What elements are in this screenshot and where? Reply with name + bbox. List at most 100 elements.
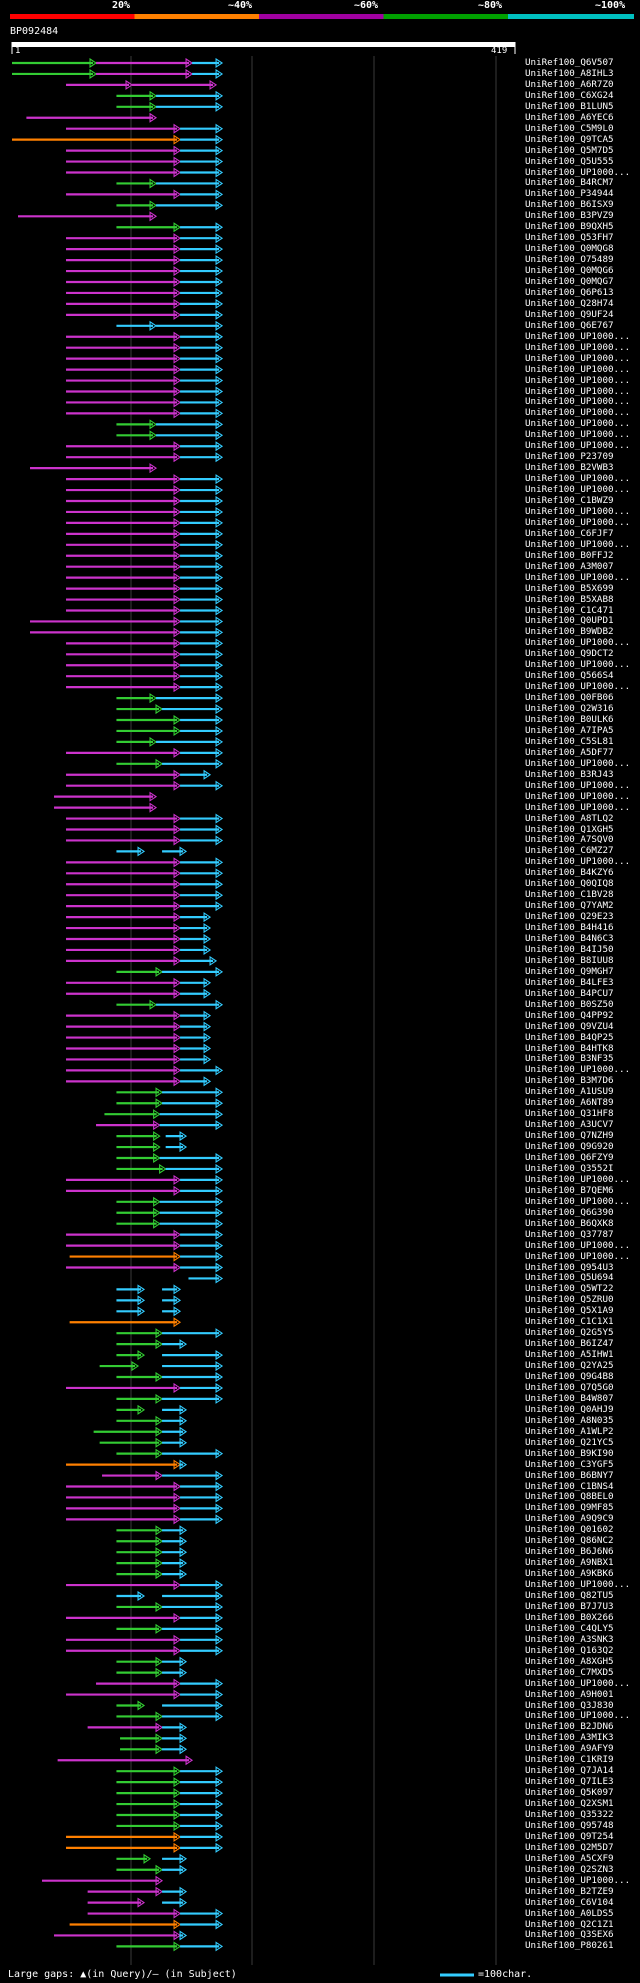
hit-label[interactable]: UniRef100_Q6G390: [525, 1206, 614, 1218]
hit-label[interactable]: UniRef100_UP1000...: [525, 363, 631, 375]
hit-label[interactable]: UniRef100_Q5M7D5: [525, 144, 614, 156]
hit-label[interactable]: UniRef100_C5M9L0: [525, 122, 614, 134]
hit-label[interactable]: UniRef100_B9WDB2: [525, 626, 614, 638]
hit-label[interactable]: UniRef100_C1BNS4: [525, 1480, 614, 1492]
hit-label[interactable]: UniRef100_Q86NC2: [525, 1535, 614, 1547]
hit-label[interactable]: UniRef100_A6R7Z0: [525, 78, 614, 90]
hit-label[interactable]: UniRef100_UP1000...: [525, 166, 631, 178]
hit-label[interactable]: UniRef100_B2TZE9: [525, 1885, 614, 1897]
hit-label[interactable]: UniRef100_Q2M5D7: [525, 1841, 614, 1853]
hit-label[interactable]: UniRef100_P34944: [525, 188, 614, 200]
hit-label[interactable]: UniRef100_A8N035: [525, 1414, 614, 1426]
hit-label[interactable]: UniRef100_C7MXD5: [525, 1666, 614, 1678]
hit-label[interactable]: UniRef100_Q9G920: [525, 1141, 614, 1153]
hit-label[interactable]: UniRef100_A8TLQ2: [525, 812, 614, 824]
hit-label[interactable]: UniRef100_B4N6C3: [525, 933, 614, 944]
hit-label[interactable]: UniRef100_B0ULK6: [525, 714, 614, 725]
hit-label[interactable]: UniRef100_C6MZ27: [525, 845, 614, 857]
hit-label[interactable]: UniRef100_Q7JA14: [525, 1765, 614, 1777]
hit-label[interactable]: UniRef100_UP1000...: [525, 681, 631, 693]
hit-label[interactable]: UniRef100_C1BV28: [525, 889, 614, 901]
hit-label[interactable]: UniRef100_A9AFY9: [525, 1743, 614, 1755]
hit-label[interactable]: UniRef100_Q7NZH9: [525, 1130, 614, 1142]
hit-label[interactable]: UniRef100_Q9G4B8: [525, 1371, 614, 1382]
hit-label[interactable]: UniRef100_Q4PP92: [525, 1009, 614, 1021]
hit-label[interactable]: UniRef100_B4H416: [525, 922, 614, 934]
hit-label[interactable]: UniRef100_B3PVZ9: [525, 210, 614, 222]
hit-label[interactable]: UniRef100_A5IHW1: [525, 1349, 614, 1361]
hit-label[interactable]: UniRef100_A7IPA5: [525, 724, 614, 736]
hit-label[interactable]: UniRef100_A6NT89: [525, 1097, 614, 1109]
hit-label[interactable]: UniRef100_A1WLP2: [525, 1425, 614, 1437]
hit-label[interactable]: UniRef100_Q3SEX6: [525, 1929, 614, 1941]
hit-label[interactable]: UniRef100_B6IZ47: [525, 1338, 614, 1350]
hit-label[interactable]: UniRef100_C5SL81: [525, 735, 614, 747]
hit-label[interactable]: UniRef100_A9NBX1: [525, 1557, 614, 1569]
hit-label[interactable]: UniRef100_B3NF35: [525, 1053, 614, 1065]
hit-label[interactable]: UniRef100_C6FJF7: [525, 527, 614, 539]
hit-label[interactable]: UniRef100_UP1000...: [525, 659, 631, 671]
hit-label[interactable]: UniRef100_B4PCU7: [525, 987, 614, 999]
hit-label[interactable]: UniRef100_Q53FH7: [525, 232, 614, 244]
hit-label[interactable]: UniRef100_C1C1X1: [525, 1316, 614, 1328]
hit-label[interactable]: UniRef100_Q0QIQ8: [525, 878, 614, 890]
hit-label[interactable]: UniRef100_UP1000...: [525, 637, 631, 649]
hit-label[interactable]: UniRef100_Q82TU5: [525, 1590, 614, 1601]
hit-label[interactable]: UniRef100_UP1000...: [525, 1250, 631, 1262]
hit-label[interactable]: UniRef100_B7J7U3: [525, 1600, 614, 1612]
hit-label[interactable]: UniRef100_C3YGF5: [525, 1458, 614, 1470]
hit-label[interactable]: UniRef100_Q5X1A9: [525, 1305, 614, 1317]
hit-label[interactable]: UniRef100_UP1000...: [525, 374, 631, 386]
hit-label[interactable]: UniRef100_B9KI90: [525, 1447, 614, 1459]
hit-label[interactable]: UniRef100_A9KBK6: [525, 1568, 614, 1580]
hit-label[interactable]: UniRef100_A5CXF9: [525, 1852, 614, 1864]
hit-label[interactable]: UniRef100_Q7ILE3: [525, 1776, 614, 1788]
hit-label[interactable]: UniRef100_UP1000...: [525, 407, 631, 419]
hit-label[interactable]: UniRef100_Q2SZN3: [525, 1863, 614, 1875]
hit-label[interactable]: UniRef100_A8IHL3: [525, 67, 614, 79]
hit-label[interactable]: UniRef100_Q0FB06: [525, 692, 614, 704]
hit-label[interactable]: UniRef100_UP1000...: [525, 856, 631, 868]
hit-label[interactable]: UniRef100_Q1XGH5: [525, 823, 614, 835]
hit-label[interactable]: UniRef100_Q5ZRU0: [525, 1294, 614, 1306]
hit-label[interactable]: UniRef100_B4RCM7: [525, 177, 614, 189]
hit-label[interactable]: UniRef100_A9H001: [525, 1688, 614, 1700]
hit-label[interactable]: UniRef100_O75489: [525, 254, 614, 266]
hit-label[interactable]: UniRef100_Q954U3: [525, 1261, 614, 1273]
hit-label[interactable]: UniRef100_B4IJ50: [525, 943, 614, 955]
hit-label[interactable]: UniRef100_Q6E767: [525, 319, 614, 331]
hit-label[interactable]: UniRef100_Q8BEL0: [525, 1491, 614, 1503]
hit-label[interactable]: UniRef100_B6BNY7: [525, 1469, 614, 1481]
hit-label[interactable]: UniRef100_UP1000...: [525, 538, 631, 550]
hit-label[interactable]: UniRef100_B4HTK8: [525, 1042, 614, 1054]
hit-label[interactable]: UniRef100_B7QEM6: [525, 1184, 614, 1196]
hit-label[interactable]: UniRef100_UP1000...: [525, 1579, 631, 1591]
hit-label[interactable]: UniRef100_UP1000...: [525, 352, 631, 364]
hit-label[interactable]: UniRef100_B5X699: [525, 582, 614, 594]
hit-label[interactable]: UniRef100_P80261: [525, 1940, 614, 1952]
hit-label[interactable]: UniRef100_Q9MF85: [525, 1502, 614, 1514]
hit-label[interactable]: UniRef100_Q9UF24: [525, 308, 614, 320]
hit-label[interactable]: UniRef100_UP1000...: [525, 1874, 631, 1886]
hit-label[interactable]: UniRef100_Q9MGH7: [525, 965, 614, 977]
hit-label[interactable]: UniRef100_Q0UPD1: [525, 615, 614, 627]
hit-label[interactable]: UniRef100_A6YEC6: [525, 111, 614, 123]
hit-label[interactable]: UniRef100_Q0MQG7: [525, 276, 614, 287]
hit-label[interactable]: UniRef100_Q0MQG8: [525, 243, 614, 255]
hit-label[interactable]: UniRef100_Q9T254: [525, 1830, 614, 1842]
hit-label[interactable]: UniRef100_A3UCV7: [525, 1119, 614, 1131]
hit-label[interactable]: UniRef100_A3M007: [525, 560, 614, 572]
hit-label[interactable]: UniRef100_Q6FZY9: [525, 1152, 614, 1163]
hit-label[interactable]: UniRef100_UP1000...: [525, 1195, 631, 1207]
hit-label[interactable]: UniRef100_B6J6N6: [525, 1546, 614, 1558]
hit-label[interactable]: UniRef100_UP1000...: [525, 1239, 631, 1251]
hit-label[interactable]: UniRef100_Q37787: [525, 1228, 614, 1240]
hit-label[interactable]: UniRef100_A3SNK3: [525, 1633, 614, 1645]
hit-label[interactable]: UniRef100_Q95748: [525, 1819, 614, 1831]
hit-label[interactable]: UniRef100_C1KRI9: [525, 1754, 614, 1766]
hit-label[interactable]: UniRef100_C6V104: [525, 1896, 614, 1908]
hit-label[interactable]: UniRef100_Q7Q5G0: [525, 1381, 614, 1393]
hit-label[interactable]: UniRef100_UP1000...: [525, 1173, 631, 1185]
hit-label[interactable]: UniRef100_Q2W316: [525, 703, 614, 715]
hit-label[interactable]: UniRef100_A3MIK3: [525, 1732, 614, 1744]
